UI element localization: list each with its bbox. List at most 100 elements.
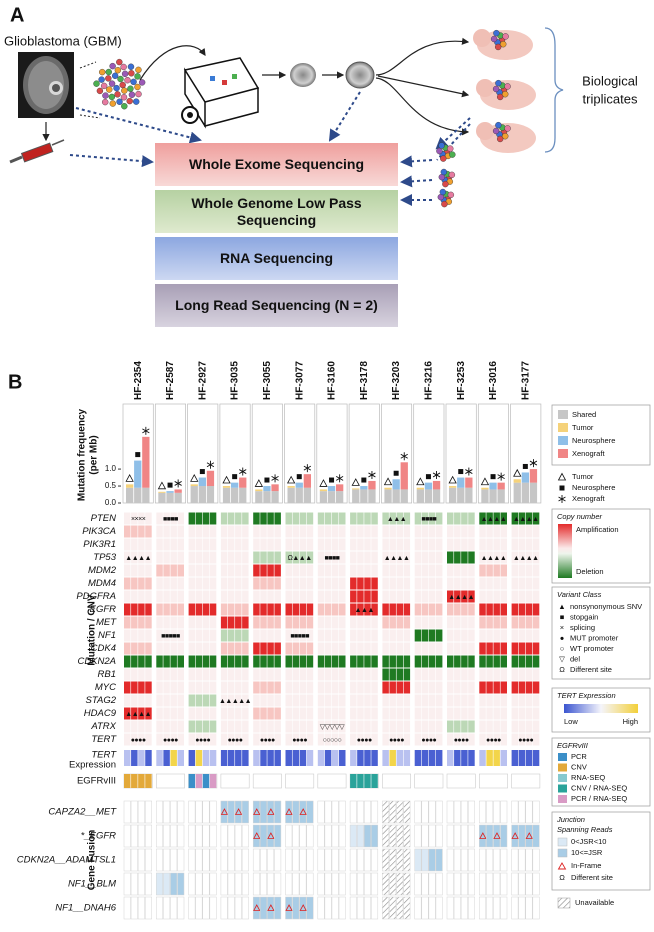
cnv-cell [389,577,396,590]
cnv-cell [177,629,184,642]
egfrviii-frame [252,773,282,789]
fusion-cell [177,800,185,824]
cnv-cell [195,707,203,720]
cnv-cell [202,681,210,694]
cnv-cell [220,720,228,733]
cnv-cell [163,590,170,603]
cnv-cell [461,590,468,603]
panel-label: A [10,4,24,26]
cnv-cell [511,590,519,603]
bar-neurosphere [263,486,271,492]
fusion-cell [479,848,487,872]
cnv-cell [339,668,346,681]
gene-label: CDK4 [91,643,116,654]
cnv-cell [274,655,281,668]
fusion-cell [292,800,300,824]
cnv-cell [428,629,436,642]
cnv-cell [220,603,228,616]
bar-shared [352,489,360,503]
symbol-asterisk [303,465,312,471]
fusion-cell [209,872,217,896]
egfrviii-cell [195,774,203,788]
bar-xenograft [432,480,441,490]
in-frame-marker [285,808,293,815]
cnv-cell [253,642,260,655]
cnv-cell [306,551,314,564]
cnv-cell [317,668,325,681]
cell [109,100,116,107]
cnv-cell [324,681,332,694]
cnv-cell [260,668,267,681]
cnv-cell [468,720,475,733]
cnv-cell [235,538,242,551]
cell [495,121,502,129]
cnv-cell [454,733,461,746]
cell [127,63,135,70]
cnv-cell [202,551,210,564]
cnv-cell [292,668,300,681]
cnv-cell [493,512,500,525]
cnv-cell [253,564,260,577]
cnv-cell [371,538,378,551]
cnv-cell [454,577,461,590]
cnv-cell [403,733,411,746]
cnv-cell [253,577,260,590]
fusion-cell [435,872,443,896]
cnv-cell [188,538,196,551]
fusion-cell [518,824,526,848]
fusion-cell [428,896,436,920]
cnv-cell [389,681,396,694]
cnv-cell [461,629,468,642]
cell [492,127,500,135]
cnv-cell [461,577,468,590]
cnv-cell [188,564,196,577]
cnv-cell [371,590,378,603]
cnv-cell [518,538,526,551]
cell [119,81,126,89]
cnv-cell [292,590,300,603]
cnv-cell [188,551,196,564]
bar-shared [190,486,198,503]
fusion-cell [137,800,145,824]
fusion-cell [156,896,164,920]
tert-cell [500,750,507,766]
source-label: Glioblastoma (GBM) [4,33,122,48]
cnv-cell [403,681,411,694]
cnv-cell [532,707,540,720]
cnv-cell [163,655,170,668]
cnv-cell [403,720,411,733]
fusion-cell [252,824,260,848]
cnv-cell [317,681,325,694]
cnv-cell [138,551,145,564]
cnv-cell [324,668,332,681]
cnv-cell [511,733,519,746]
cnv-cell [511,603,519,616]
cnv-cell [428,538,436,551]
cnv-cell [532,590,540,603]
fusion-cell [446,896,454,920]
cnv-cell [292,707,300,720]
cnv-cell [131,577,138,590]
cnv-cell [299,590,307,603]
cnv-cell [414,616,422,629]
cnv-cell [511,707,519,720]
cnv-cell [371,525,378,538]
cnv-cell [138,616,145,629]
cell [441,200,448,208]
bar-neurosphere [424,482,433,490]
sequencing-step: RNA Sequencing [155,237,398,280]
cnv-cell [479,733,486,746]
cnv-cell [177,525,184,538]
cnv-cell [267,720,274,733]
cnv-cell [138,655,145,668]
variant-marker: ▲▲▲ [355,607,374,614]
cnv-cell [468,707,475,720]
cnv-cell [447,720,454,733]
cnv-cell [227,577,235,590]
cnv-cell [170,629,177,642]
cnv-cell [260,525,267,538]
cnv-cell [227,512,235,525]
cell [116,58,123,66]
fusion-cell [137,824,145,848]
fusion-cell [274,824,282,848]
